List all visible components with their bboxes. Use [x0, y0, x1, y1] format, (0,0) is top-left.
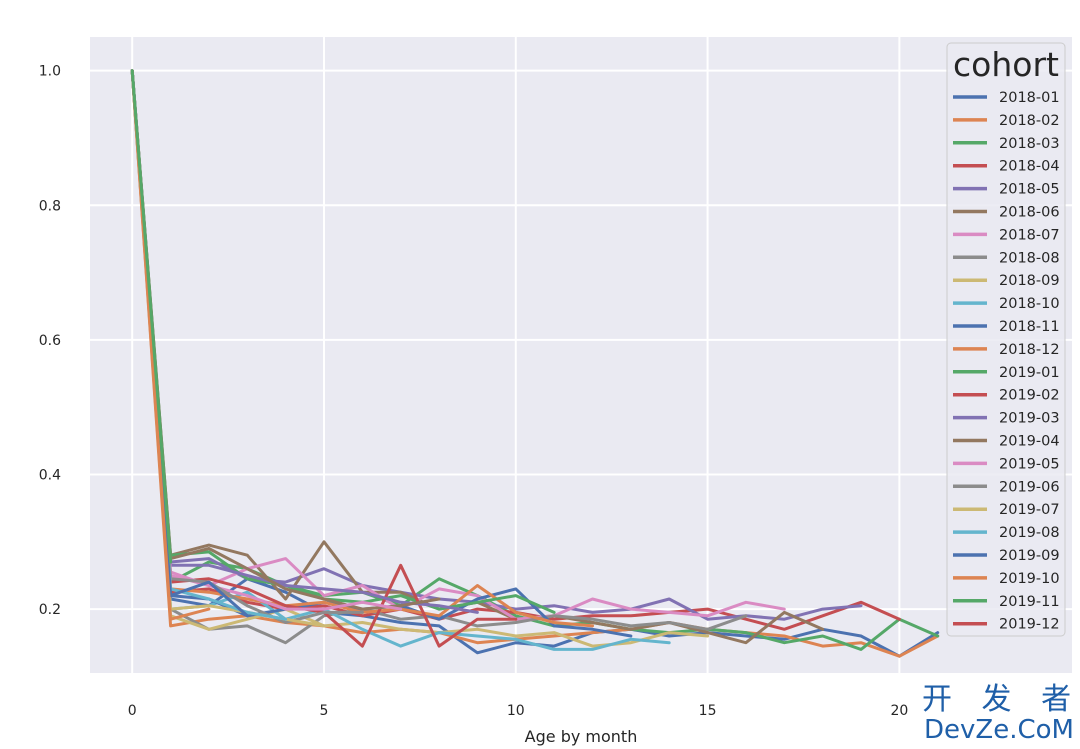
watermark-en: DevZe.CoM — [924, 715, 1074, 745]
x-tick-label: 20 — [890, 703, 908, 719]
y-tick-label: 0.2 — [39, 602, 61, 618]
x-tick-label: 10 — [507, 703, 525, 719]
legend-label-2018-05: 2018-05 — [999, 182, 1060, 198]
y-tick-label: 1.0 — [39, 64, 61, 80]
legend-label-2018-02: 2018-02 — [999, 113, 1060, 129]
y-tick-label: 0.4 — [39, 467, 61, 483]
watermark: 开 发 者 DevZe.CoM — [922, 682, 1080, 745]
legend-label-2019-04: 2019-04 — [999, 434, 1060, 450]
x-tick-label: 5 — [320, 703, 329, 719]
series-line-2018-07 — [130, 69, 786, 621]
legend-label-2018-12: 2018-12 — [999, 342, 1060, 358]
legend-label-2019-09: 2019-09 — [999, 548, 1060, 564]
legend-label-2019-01: 2019-01 — [999, 365, 1060, 381]
x-axis-label: Age by month — [525, 727, 638, 746]
y-tick-label: 0.8 — [39, 198, 61, 214]
legend-label-2018-07: 2018-07 — [999, 227, 1060, 243]
legend: cohort 2018-012018-022018-032018-042018-… — [946, 42, 1066, 637]
series-line-2019-05 — [130, 69, 403, 611]
series-line-2018-02 — [130, 69, 940, 658]
legend-label-2018-10: 2018-10 — [999, 296, 1060, 312]
legend-label-2019-11: 2019-11 — [999, 594, 1060, 610]
legend-items: 2018-01 2018-02 2018-03 2018-04 2018-05 2018-… — [953, 90, 1060, 633]
watermark-cn: 开 发 者 — [922, 682, 1080, 717]
legend-label-2019-06: 2019-06 — [999, 479, 1060, 495]
series-line-2019-11 — [130, 69, 173, 564]
series-line-2018-10 — [130, 69, 671, 651]
legend-label-2018-11: 2018-11 — [999, 319, 1060, 335]
legend-label-2018-06: 2018-06 — [999, 205, 1060, 221]
legend-label-2019-03: 2019-03 — [999, 411, 1060, 427]
series-lines — [130, 69, 940, 658]
x-tick-label: 0 — [128, 703, 137, 719]
series-line-2019-01 — [130, 69, 556, 614]
legend-label-2018-04: 2018-04 — [999, 159, 1060, 175]
legend-label-2019-05: 2019-05 — [999, 456, 1060, 472]
plot-area — [90, 37, 1072, 673]
legend-label-2019-10: 2019-10 — [999, 571, 1060, 587]
legend-title: cohort — [953, 45, 1059, 84]
x-tick-label: 15 — [699, 703, 717, 719]
x-tick-labels: 0 5 10 15 20 — [128, 703, 909, 719]
legend-label-2019-12: 2019-12 — [999, 617, 1060, 633]
legend-label-2018-03: 2018-03 — [999, 136, 1060, 152]
legend-label-2018-08: 2018-08 — [999, 250, 1060, 266]
y-tick-labels: 0.2 0.4 0.6 0.8 1.0 — [39, 64, 61, 618]
legend-label-2019-07: 2019-07 — [999, 502, 1060, 518]
series-line-2019-03 — [130, 69, 479, 614]
legend-label-2019-08: 2019-08 — [999, 525, 1060, 541]
legend-label-2018-09: 2018-09 — [999, 273, 1060, 289]
legend-label-2018-01: 2018-01 — [999, 90, 1060, 106]
legend-label-2019-02: 2019-02 — [999, 388, 1060, 404]
y-tick-label: 0.6 — [39, 333, 61, 349]
